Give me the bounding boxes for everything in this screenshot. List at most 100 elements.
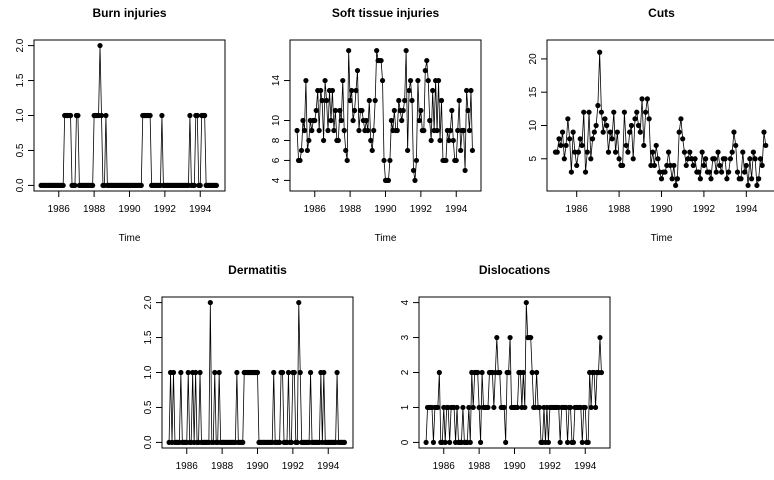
data-point — [727, 156, 734, 162]
x-axis-label: Time — [119, 233, 141, 244]
data-point — [328, 117, 334, 124]
data-point — [734, 169, 741, 175]
data-point — [343, 147, 349, 154]
data-point — [701, 162, 707, 169]
data-point — [365, 127, 371, 134]
x-tick-label: 1994 — [574, 461, 597, 472]
data-point — [325, 127, 331, 134]
data-point — [614, 129, 620, 135]
data-point — [254, 369, 261, 376]
data-point — [476, 404, 482, 411]
data-point — [523, 299, 529, 306]
data-point — [103, 112, 109, 119]
data-point — [409, 97, 415, 104]
data-point — [178, 369, 184, 376]
data-point — [331, 127, 337, 134]
data-point — [187, 112, 193, 119]
data-point — [681, 149, 688, 155]
data-point — [347, 97, 353, 104]
data-point — [568, 169, 574, 175]
data-point — [338, 117, 344, 124]
data-point — [718, 169, 725, 175]
data-point — [436, 369, 442, 376]
data-point — [97, 42, 103, 49]
data-point — [335, 137, 341, 144]
data-point — [301, 127, 308, 134]
x-tick-label: 1994 — [317, 461, 340, 472]
y-tick-label: 2 — [400, 369, 411, 375]
data-point — [478, 439, 484, 446]
data-point — [415, 77, 421, 84]
data-point — [294, 127, 300, 134]
data-point — [455, 127, 461, 134]
x-tick-label: 1986 — [433, 461, 456, 472]
data-point — [297, 369, 303, 376]
data-point — [507, 334, 513, 341]
data-point — [582, 404, 588, 411]
data-point — [363, 117, 369, 124]
data-point — [616, 156, 622, 162]
x-axis-label: Time — [375, 233, 397, 244]
data-point — [291, 369, 297, 376]
data-point — [756, 176, 762, 182]
data-point — [724, 176, 730, 182]
data-point — [193, 369, 199, 376]
data-point — [341, 439, 348, 446]
data-point — [216, 369, 222, 376]
y-tick-label: 2.0 — [143, 295, 154, 309]
panel-5: DislocationsTime198619881990199219940123… — [400, 263, 611, 472]
data-point — [750, 149, 756, 155]
data-point — [207, 299, 213, 306]
data-point — [625, 149, 631, 155]
x-tick-label: 1986 — [48, 204, 71, 215]
panel-title: Dermatitis — [228, 263, 287, 277]
data-point — [400, 107, 406, 114]
data-point — [354, 67, 361, 74]
data-point — [75, 112, 81, 119]
data-point — [321, 369, 327, 376]
data-point — [438, 97, 445, 104]
data-point — [692, 156, 698, 162]
data-point — [443, 157, 449, 164]
x-tick-label: 1988 — [211, 461, 234, 472]
y-tick-label: 2.0 — [15, 38, 26, 52]
data-point — [581, 109, 587, 115]
data-point — [322, 77, 328, 84]
data-point — [747, 156, 753, 162]
data-point — [277, 439, 283, 446]
data-point — [565, 116, 571, 122]
data-point — [421, 127, 427, 134]
data-point — [738, 176, 744, 182]
data-point — [428, 137, 434, 144]
data-point — [690, 162, 696, 169]
data-point — [561, 156, 567, 162]
panel-1: Burn injuries Time 1986 1988 1990 1992 1994 0.0… — [15, 6, 226, 244]
data-point — [635, 122, 642, 129]
data-point — [353, 87, 359, 94]
x-tick-label: 1988 — [608, 204, 631, 215]
data-point — [643, 109, 649, 115]
data-point — [491, 404, 497, 411]
data-point — [425, 77, 431, 84]
data-point — [741, 169, 748, 175]
data-point — [170, 369, 177, 376]
x-tick-label: 1994 — [189, 204, 212, 215]
data-point — [387, 157, 393, 164]
data-point — [406, 87, 412, 94]
data-point — [673, 182, 679, 189]
data-point — [665, 149, 672, 155]
data-point — [584, 149, 590, 155]
data-point — [534, 369, 540, 376]
x-tick-label: 1988 — [468, 461, 491, 472]
series-line — [555, 52, 767, 186]
data-point — [579, 142, 585, 149]
data-point — [623, 142, 629, 149]
data-point — [759, 162, 765, 169]
data-point — [416, 117, 422, 124]
y-tick-label: 0.5 — [143, 400, 154, 414]
data-point — [185, 369, 191, 376]
data-point — [520, 369, 526, 376]
data-point — [722, 156, 728, 162]
data-point — [359, 107, 365, 114]
data-point — [294, 439, 300, 446]
